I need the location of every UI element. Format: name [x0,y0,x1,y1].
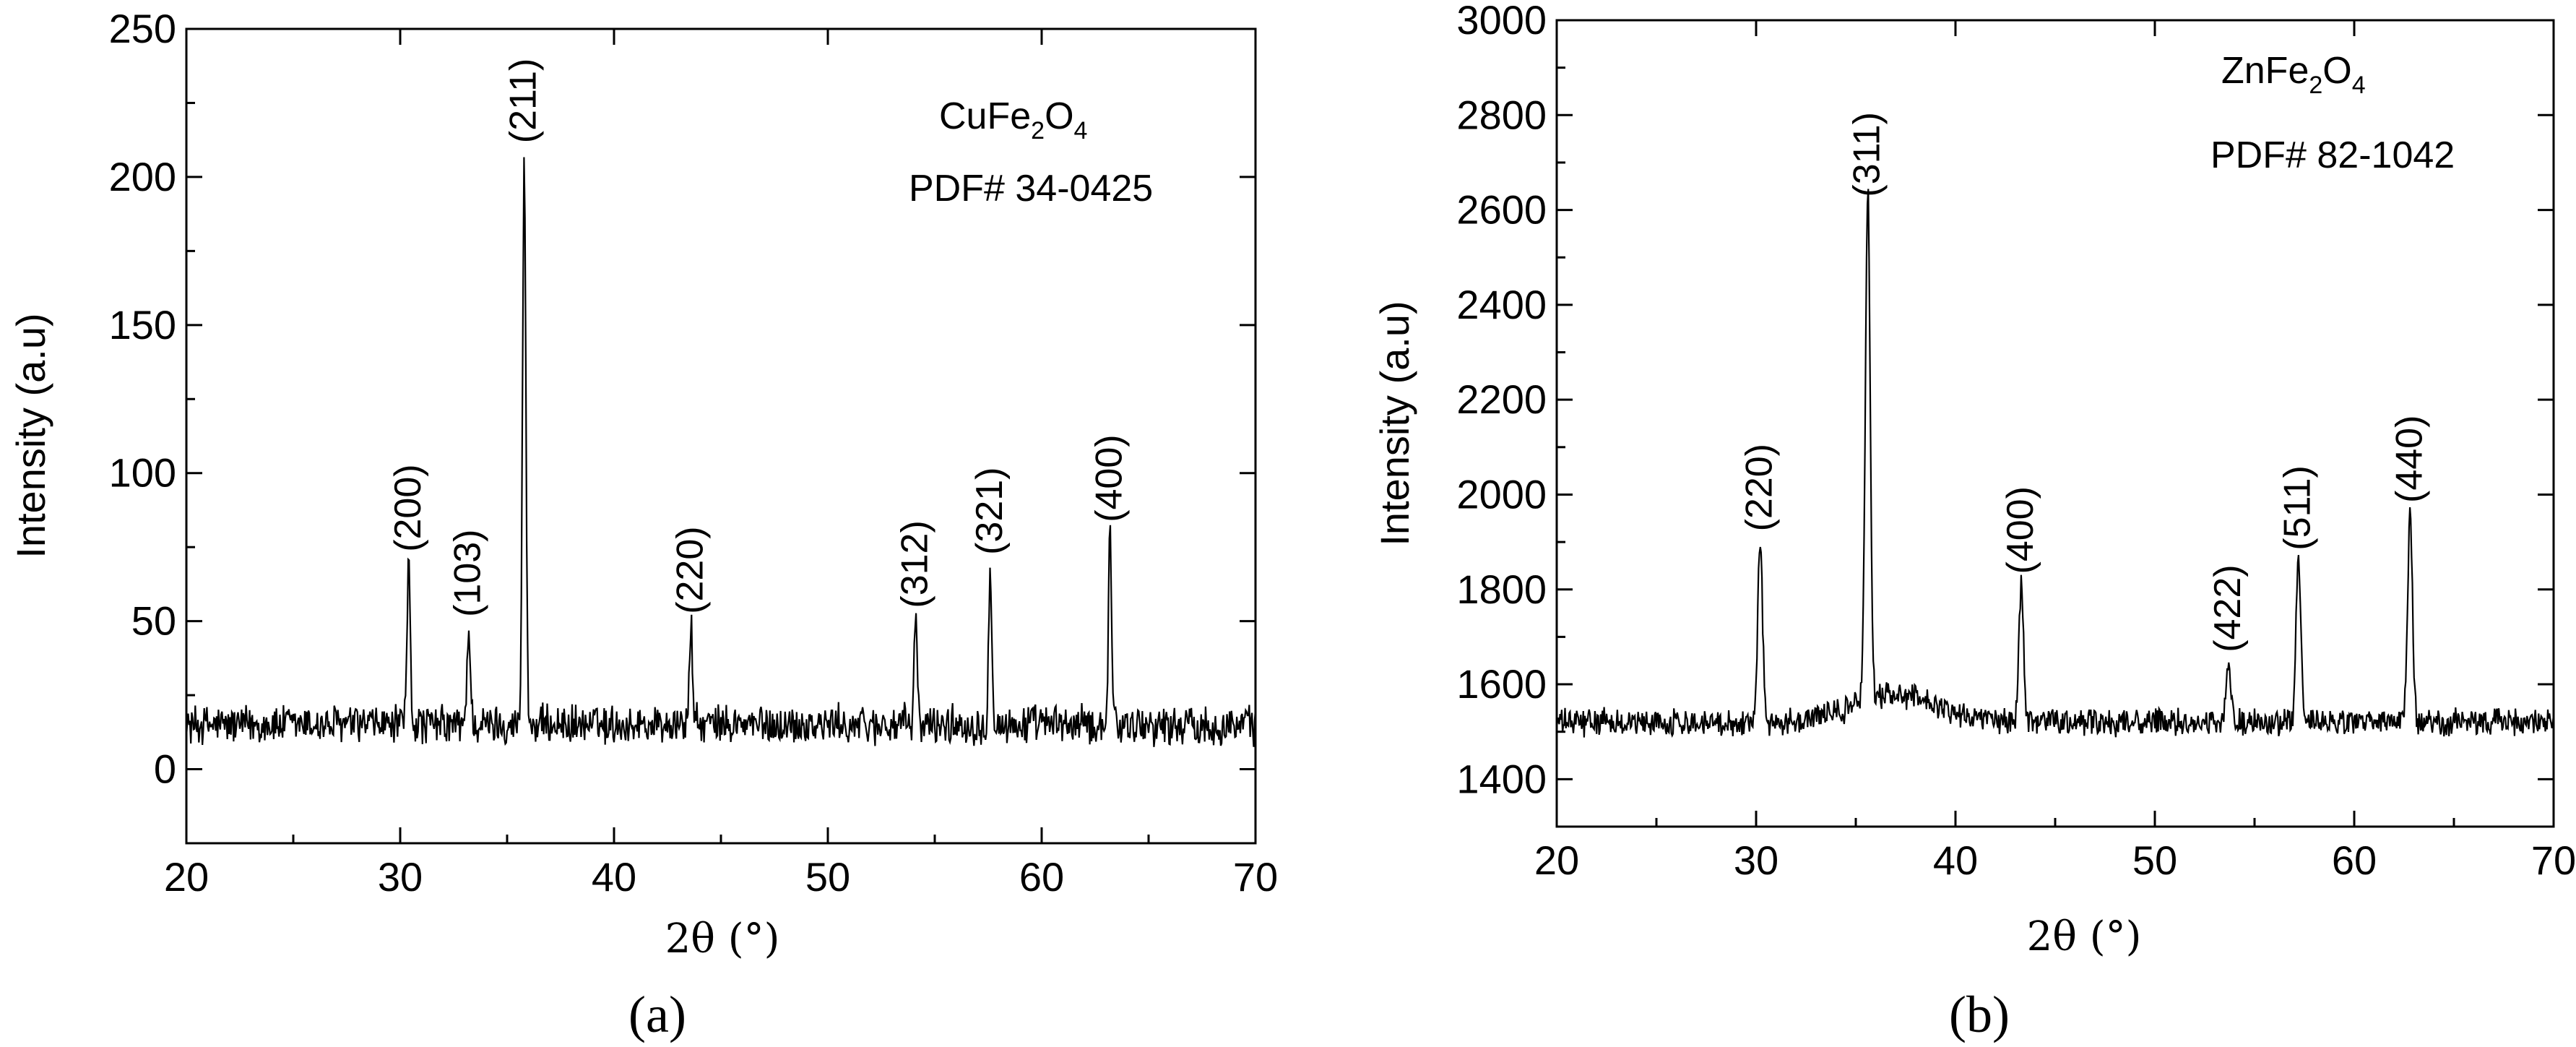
y-tick-label: 50 [131,598,176,644]
peak-labels: (220) (311) (400) (422) (511) (440) [1739,112,2431,652]
y-tick-label: 2200 [1456,376,1547,422]
peak-label: (103) [447,529,489,616]
peak-label: (312) [894,520,935,608]
x-tick-label: 70 [2531,837,2576,883]
x-tick-label: 20 [164,854,209,900]
x-tick-label: 60 [2332,837,2377,883]
x-tick-label: 30 [1734,837,1778,883]
y-tick-label: 2400 [1456,282,1547,327]
compound-subscript: 4 [2352,72,2366,99]
peak-label: (400) [1089,434,1131,522]
y-tick-label: 1600 [1456,661,1547,707]
compound-subscript: 4 [1074,117,1088,145]
y-tick-label: 150 [109,302,176,348]
peak-label: (200) [387,464,429,551]
compound-subscript: 2 [2309,72,2322,99]
tick-labels: 20 30 40 50 60 70 1400 1600 1800 2000 2200 2400 2600… [1456,0,2576,883]
y-tick-label: 2000 [1456,471,1547,517]
y-tick-label: 3000 [1456,0,1547,43]
peak-label: (311) [1846,112,1888,197]
panel-label-b: (b) [1949,986,2010,1043]
peak-label: (321) [969,467,1011,554]
y-tick-label: 2800 [1456,92,1547,137]
y-axis-title: Intensity (a.u) [8,313,53,558]
peak-label: (511) [2277,465,2319,551]
compound-label: ZnFe2O4 [2221,50,2366,99]
pdf-reference: PDF# 82-1042 [2210,134,2455,176]
x-tick-label: 60 [1019,854,1064,900]
tick-labels: 20 30 40 50 60 70 0 50 100 150 200 250 [109,6,1279,900]
y-tick-label: 1800 [1456,566,1547,612]
compound-subscript: 2 [1031,117,1045,145]
peak-label: (220) [1739,444,1781,531]
y-tick-label: 0 [154,746,176,792]
peak-label: (220) [670,526,712,613]
compound-part: O [1045,95,1073,137]
x-tick-label: 70 [1233,854,1278,900]
peak-label: (400) [2000,486,2041,574]
x-tick-label: 40 [592,854,636,900]
chart-panel-b: 20 30 40 50 60 70 1400 1600 1800 2000 2200 2400 2600… [1372,0,2576,1043]
panel-label-a: (a) [628,986,686,1043]
x-tick-label: 20 [1534,837,1579,883]
x-tick-label: 50 [805,854,850,900]
peak-label: (440) [2388,415,2430,503]
compound-part: ZnFe [2221,50,2309,92]
y-tick-label: 200 [109,154,176,199]
compound-label: CuFe2O4 [939,95,1087,145]
x-tick-label: 40 [1933,837,1978,883]
xrd-trace [1555,189,2555,738]
peak-label: (211) [503,59,545,144]
x-axis-title: 2θ (°) [2027,913,2142,960]
y-tick-label: 100 [109,450,176,496]
x-tick-label: 30 [378,854,423,900]
x-tick-label: 50 [2132,837,2177,883]
pdf-reference: PDF# 34-0425 [909,168,1153,210]
y-tick-label: 1400 [1456,756,1547,801]
compound-part: CuFe [939,95,1031,137]
xrd-trace [185,157,1257,747]
y-axis-title: Intensity (a.u) [1372,301,1417,546]
axis-ticks [1555,19,2555,827]
peak-label: (422) [2207,564,2249,652]
y-tick-label: 2600 [1456,187,1547,233]
peak-labels: (200) (103) (211) (220) (312) (321) (400) [387,59,1131,617]
x-axis-title: 2θ (°) [665,915,780,962]
compound-part: O [2322,50,2351,92]
axis-ticks [185,27,1257,843]
y-tick-label: 250 [109,6,176,51]
